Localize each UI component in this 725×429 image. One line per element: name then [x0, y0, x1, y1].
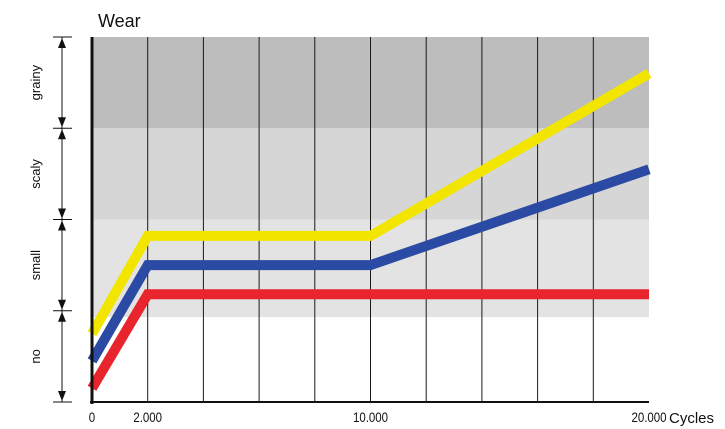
- arrow-up-icon: [58, 220, 66, 231]
- arrow-up-icon: [58, 38, 66, 48]
- vertical-gridlines: [147, 37, 594, 402]
- y-category-scale: no small scaly grainy: [28, 36, 72, 403]
- x-tick-label-20000: 20.000: [631, 409, 666, 425]
- y-category-label-grainy: grainy: [28, 64, 43, 100]
- x-tick-labels: 0 2.000 10.000 20.000: [89, 409, 667, 425]
- x-tick-label-10000: 10.000: [353, 409, 388, 425]
- arrow-down-icon: [58, 391, 66, 401]
- arrow-down-icon: [58, 299, 66, 310]
- x-axis-label: Cycles: [669, 410, 714, 427]
- arrow-down-icon: [58, 117, 66, 128]
- y-category-label-scaly: scaly: [28, 159, 43, 189]
- arrow-up-icon: [58, 129, 66, 140]
- x-tick-label-2000: 2.000: [133, 409, 162, 425]
- series-line-0: [87, 69, 652, 337]
- chart-title: Wear: [98, 11, 141, 31]
- arrow-up-icon: [58, 311, 66, 322]
- y-category-label-no: no: [28, 349, 43, 363]
- x-tick-label-0: 0: [89, 409, 95, 425]
- arrow-down-icon: [58, 208, 66, 219]
- axes: [90, 37, 649, 404]
- series-lines: [87, 69, 652, 391]
- y-category-label-small: small: [28, 250, 43, 280]
- series-line-2: [87, 289, 649, 391]
- series-line-1: [87, 164, 651, 364]
